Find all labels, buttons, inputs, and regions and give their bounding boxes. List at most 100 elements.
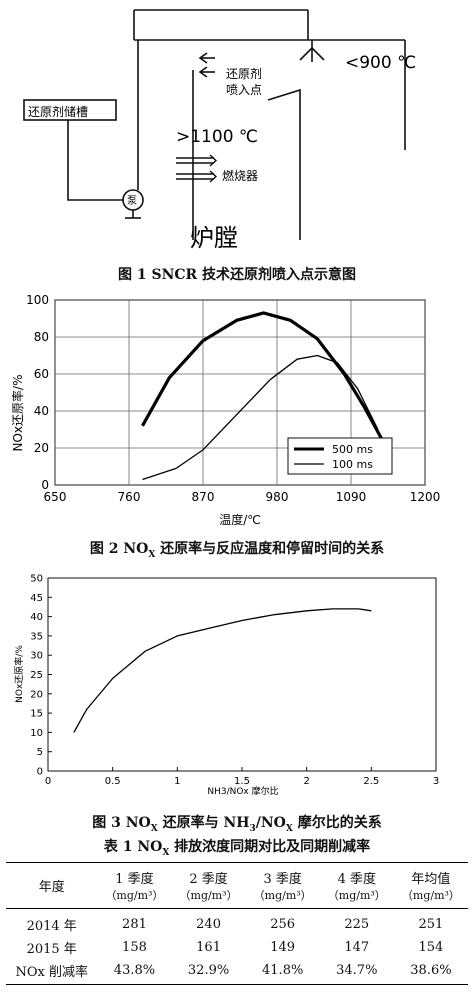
fig3-ytick-label: 15 <box>30 709 43 720</box>
figure3-caption: 图 3 NOX 还原率与 NH3/NOX 摩尔比的关系 <box>92 815 382 834</box>
fig3-ytick-label: 50 <box>30 574 43 585</box>
fig2-xtick-label: 760 <box>118 490 141 504</box>
fig3-xtick-label: 0.5 <box>105 776 121 787</box>
fig3-xtick-label: 1.5 <box>234 776 250 787</box>
fig3-ytick-label: 5 <box>37 747 43 758</box>
pump-label: 泵 <box>127 195 137 207</box>
header-line2: （mg/m³） <box>327 889 386 902</box>
table1: 年度 1 季度 （mg/m³） 2 季度 （mg/m³） 3 季度 （mg/m³） 4 季度 （… <box>6 862 468 985</box>
table-cell: 281 <box>122 917 147 932</box>
table1-caption: 表 1 NOX 排放浓度同期对比及同期削减率 <box>103 839 371 858</box>
header-line2: （mg/m³） <box>179 889 238 902</box>
fig2-xtick-label: 870 <box>192 490 215 504</box>
table-cell: 225 <box>344 917 370 932</box>
temp-low-label: <900 ℃ <box>345 53 416 73</box>
fig2-xlabel: 温度/℃ <box>219 512 261 527</box>
table-cell: 154 <box>418 940 444 955</box>
reagent-tank <box>23 99 117 121</box>
fig2-xtick-label: 980 <box>266 490 289 504</box>
fig3-ytick-label: 35 <box>30 631 43 642</box>
fig2-series-line-1 <box>142 354 379 481</box>
table-cell: 34.7% <box>319 959 394 985</box>
table-cell: 32.9% <box>171 959 246 985</box>
table-cell: 251 <box>418 917 444 932</box>
table-header-cell: 年均值 （mg/m³） <box>393 862 468 909</box>
table-cell: 41.8% <box>245 959 320 985</box>
fig3-ytick-label: 20 <box>30 689 43 700</box>
fig2-xtick-label: 650 <box>44 490 67 504</box>
table-cell: 161 <box>196 940 221 955</box>
table-cell: 2014 年 <box>26 919 77 934</box>
tank-label: 还原剂储槽 <box>28 104 88 119</box>
fig3-ytick-label: 30 <box>30 651 43 662</box>
fig2-series-line-0 <box>141 311 387 446</box>
table-cell: 149 <box>270 940 296 955</box>
fig2-tick-labels: 650 760 870 980 1090 1200 0 20 40 60 80 100 <box>26 293 440 504</box>
figure1-caption: 图 1 SNCR 技术还原剂喷入点示意图 <box>117 267 357 283</box>
header-line2: （mg/m³） <box>401 889 460 902</box>
fig2-legend-label: 100 ms <box>332 458 373 471</box>
table-cell: 240 <box>196 917 221 932</box>
fig3-ytick-label: 45 <box>30 593 43 604</box>
fig3-ytick-label: 0 <box>37 767 43 778</box>
fig2-legend-label: 500 ms <box>332 443 373 456</box>
fig2-ytick-label: 60 <box>34 367 49 381</box>
table-header-cell: 年度 <box>6 862 98 909</box>
fig3-xtick-label: 2.5 <box>363 776 379 787</box>
table-row: 2014 年 281 240 256 225 251 <box>6 909 468 937</box>
table-cell: 147 <box>344 940 370 955</box>
header-line2: （mg/m³） <box>105 889 164 902</box>
injection-label-1: 还原剂 <box>226 66 262 81</box>
fig2-legend: 500 ms 100 ms <box>287 437 393 475</box>
fig2-ytick-label: 20 <box>34 441 49 455</box>
fig3-xtick-label: 3 <box>433 776 439 787</box>
fig3-ytick-label: 10 <box>30 728 43 739</box>
fig3-ytick-label: 25 <box>30 670 43 681</box>
fig2-ytick-label: 40 <box>34 404 49 418</box>
table-header-cell: 1 季度 （mg/m³） <box>97 862 172 909</box>
header-line1: 1 季度 <box>115 872 154 887</box>
sncr-schematic: 还原剂储槽 还原剂 喷入点 <900 ℃ >1100 ℃ 燃烧器 泵 炉膛 <box>23 9 416 252</box>
table-header-cell: 4 季度 （mg/m³） <box>319 862 394 909</box>
fig2-grid <box>54 299 426 486</box>
fig2-ytick-label: 100 <box>26 293 49 307</box>
fig3-ylabel: NOx还原率/% <box>13 645 25 703</box>
fig3-xtick-label: 1 <box>174 776 180 787</box>
figure2-caption: 图 2 NOX 还原率与反应温度和停留时间的关系 <box>89 541 385 560</box>
table-row: 2015 年 158 161 149 147 154 <box>6 936 468 959</box>
fig3-series <box>73 608 372 733</box>
burner-label: 燃烧器 <box>222 168 258 183</box>
fig2-xtick-label: 1200 <box>410 490 441 504</box>
fig3-xlabel: NH3/NOx 摩尔比 <box>207 785 278 797</box>
burner-arrows <box>176 154 218 183</box>
header-line1: 年均值 <box>411 872 451 887</box>
fig3-frame <box>47 577 437 772</box>
fig3-xtick-label: 2 <box>303 776 309 787</box>
fig3-plot-frame <box>47 577 437 772</box>
fig3-series-line-0 <box>73 608 372 733</box>
table-cell: 2015 年 <box>26 942 77 957</box>
header-line1: 年度 <box>38 880 65 895</box>
fig2-xtick-label: 1090 <box>336 490 367 504</box>
table-header-cell: 3 季度 （mg/m³） <box>245 862 320 909</box>
table-header-cell: 2 季度 （mg/m³） <box>171 862 246 909</box>
table-body: 2014 年 281 240 256 225 251 2015 年 158 161 149 147 1… <box>6 909 468 985</box>
table-header-row: 年度 1 季度 （mg/m³） 2 季度 （mg/m³） 3 季度 （mg/m³） 4 季度 （… <box>6 862 468 909</box>
table-cell: 38.6% <box>393 959 468 985</box>
fig2-ytick-label: 80 <box>34 330 49 344</box>
furnace-right-wall <box>267 88 301 240</box>
fig2-legend-box <box>287 437 393 475</box>
temp-high-label: >1100 ℃ <box>176 127 258 147</box>
header-line1: 4 季度 <box>337 872 376 887</box>
table-cell: 158 <box>122 940 147 955</box>
injection-label-2: 喷入点 <box>226 83 262 97</box>
table-row: NOx 削减率 43.8% 32.9% 41.8% 34.7% 38.6% <box>6 959 468 985</box>
table-cell: NOx 削减率 <box>6 959 98 985</box>
fig2-ytick-label: 0 <box>41 478 49 492</box>
table-cell: 256 <box>270 917 296 932</box>
fig2-ylabel: NOx还原率/% <box>10 375 25 452</box>
fig3-ytick-label: 40 <box>30 612 43 623</box>
header-line1: 3 季度 <box>263 872 302 887</box>
